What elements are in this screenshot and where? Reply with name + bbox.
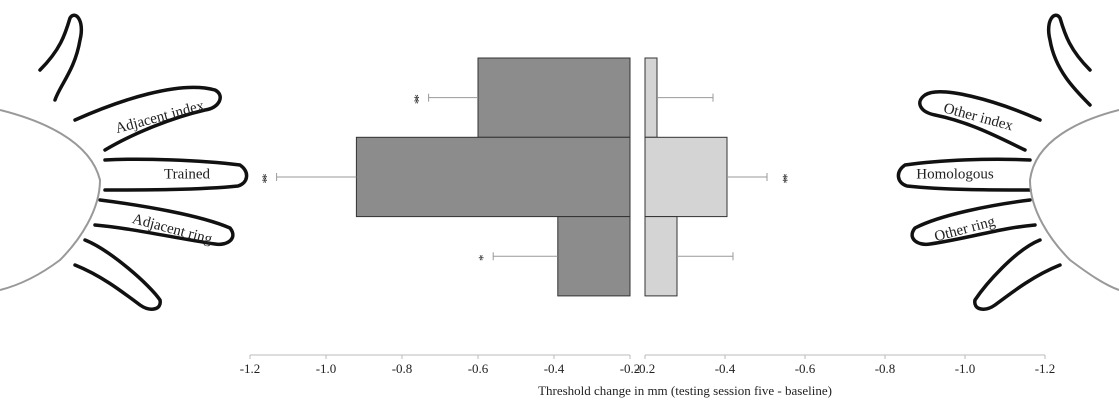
- left-hand: [0, 13, 249, 311]
- bar: [477, 57, 631, 138]
- significance: **: [256, 173, 271, 183]
- significance: *: [472, 255, 487, 261]
- finger-label: Adjacent index: [114, 98, 207, 137]
- finger-label: Adjacent ring: [130, 211, 214, 248]
- x-tick-label: -1.2: [240, 361, 261, 376]
- x-tick-label: -1.0: [955, 361, 976, 376]
- bar: [644, 216, 678, 297]
- x-tick-label: -1.0: [316, 361, 337, 376]
- x-tick-label: -1.2: [1035, 361, 1056, 376]
- x-tick-label: -0.2: [635, 361, 656, 376]
- bar: [644, 136, 728, 218]
- x-tick-label: -0.4: [715, 361, 736, 376]
- finger-label: Homologous: [916, 166, 994, 182]
- x-tick-label: -0.2: [620, 361, 641, 376]
- x-tick-label: -0.6: [468, 361, 489, 376]
- x-tick-label: -0.8: [875, 361, 896, 376]
- x-axis-title: Threshold change in mm (testing session …: [538, 383, 832, 398]
- significance: **: [408, 94, 423, 104]
- finger-label: Trained: [164, 166, 211, 182]
- bar: [355, 136, 631, 218]
- significance: **: [776, 173, 791, 183]
- x-tick-label: -0.8: [392, 361, 413, 376]
- right-hand: [896, 13, 1119, 311]
- bar: [557, 216, 631, 297]
- x-tick-label: -0.4: [544, 361, 565, 376]
- bar: [644, 57, 658, 138]
- x-tick-label: -0.6: [795, 361, 816, 376]
